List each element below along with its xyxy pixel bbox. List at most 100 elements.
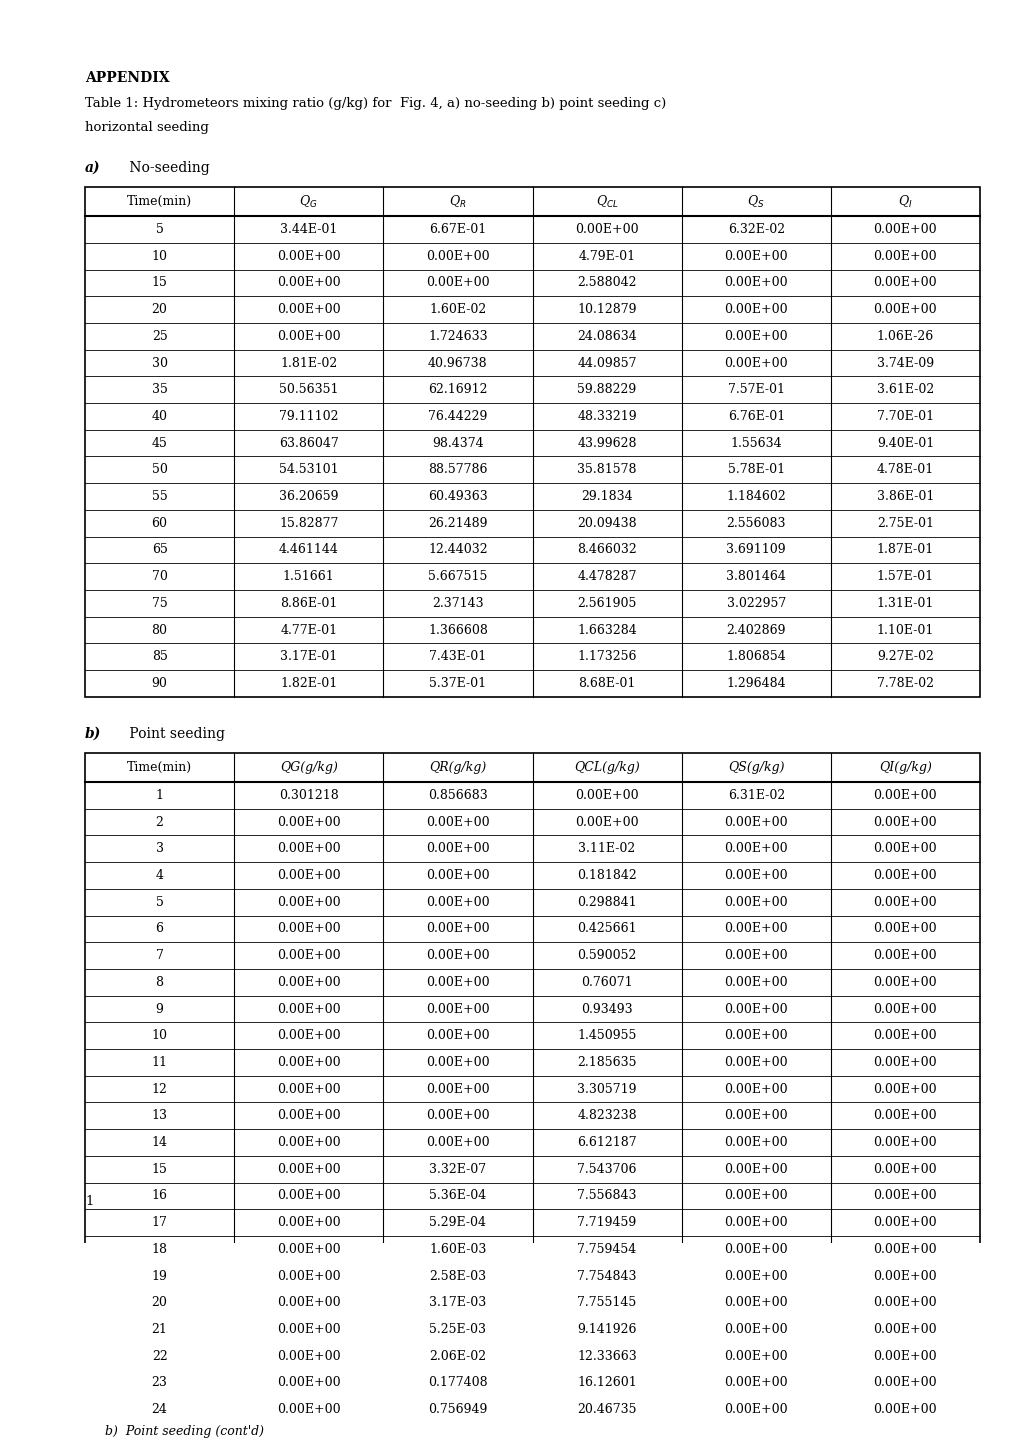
Text: 0.00E+00: 0.00E+00 (872, 869, 936, 882)
Text: 0.301218: 0.301218 (278, 789, 338, 802)
Text: 0.00E+00: 0.00E+00 (872, 1296, 936, 1309)
Text: 1.366608: 1.366608 (428, 623, 487, 636)
Text: 10: 10 (152, 1029, 167, 1042)
Text: 0.00E+00: 0.00E+00 (426, 815, 489, 828)
Text: 3.305719: 3.305719 (577, 1082, 636, 1095)
Text: 0.00E+00: 0.00E+00 (872, 1029, 936, 1042)
Text: 0.00E+00: 0.00E+00 (277, 303, 340, 316)
Text: 1.450955: 1.450955 (577, 1029, 636, 1042)
Text: QS(g/kg): QS(g/kg) (728, 760, 784, 773)
Text: 76.44229: 76.44229 (428, 410, 487, 423)
Text: 0.00E+00: 0.00E+00 (426, 843, 489, 856)
Text: 1.87E-01: 1.87E-01 (876, 544, 933, 557)
Text: 0.00E+00: 0.00E+00 (277, 896, 340, 909)
Text: 0.00E+00: 0.00E+00 (872, 1377, 936, 1390)
Text: 10.12879: 10.12879 (577, 303, 636, 316)
Text: 16.12601: 16.12601 (577, 1377, 636, 1390)
Text: 88.57786: 88.57786 (428, 463, 487, 476)
Text: 0.00E+00: 0.00E+00 (872, 224, 936, 237)
Text: 0.00E+00: 0.00E+00 (723, 1377, 788, 1390)
Text: 0.00E+00: 0.00E+00 (277, 1136, 340, 1149)
Text: 0.00E+00: 0.00E+00 (277, 1216, 340, 1229)
Text: 0.00E+00: 0.00E+00 (723, 303, 788, 316)
Text: 0.00E+00: 0.00E+00 (277, 815, 340, 828)
Text: 80: 80 (152, 623, 167, 636)
Text: Q$_G$: Q$_G$ (300, 193, 318, 209)
Text: 3.691109: 3.691109 (726, 544, 786, 557)
Text: 90: 90 (152, 677, 167, 690)
Text: 0.425661: 0.425661 (577, 922, 636, 935)
Text: 0.00E+00: 0.00E+00 (723, 356, 788, 369)
Text: 48.33219: 48.33219 (577, 410, 636, 423)
Text: 0.00E+00: 0.00E+00 (277, 869, 340, 882)
Text: 0.00E+00: 0.00E+00 (277, 1377, 340, 1390)
Text: 5.37E-01: 5.37E-01 (429, 677, 486, 690)
Text: 0.00E+00: 0.00E+00 (575, 224, 638, 237)
Text: b): b) (85, 727, 101, 740)
Text: 0.00E+00: 0.00E+00 (872, 896, 936, 909)
Text: 16: 16 (152, 1189, 167, 1202)
Text: 0.00E+00: 0.00E+00 (277, 1349, 340, 1362)
Text: Table 1: Hydrometeors mixing ratio (g/kg) for  Fig. 4, a) no-seeding b) point se: Table 1: Hydrometeors mixing ratio (g/kg… (85, 97, 665, 110)
Text: QCL(g/kg): QCL(g/kg) (574, 760, 639, 773)
Text: 0.00E+00: 0.00E+00 (277, 1189, 340, 1202)
Text: 7.57E-01: 7.57E-01 (727, 384, 784, 397)
Text: 0.00E+00: 0.00E+00 (872, 1110, 936, 1123)
Text: 1.663284: 1.663284 (577, 623, 636, 636)
Text: 0.00E+00: 0.00E+00 (872, 1163, 936, 1176)
Text: 50.56351: 50.56351 (279, 384, 338, 397)
Text: 0.00E+00: 0.00E+00 (426, 1082, 489, 1095)
Text: 20: 20 (152, 1296, 167, 1309)
Text: 0.00E+00: 0.00E+00 (277, 975, 340, 988)
Text: Q$_R$: Q$_R$ (448, 193, 467, 209)
Text: 0.00E+00: 0.00E+00 (723, 1349, 788, 1362)
Text: 6.612187: 6.612187 (577, 1136, 636, 1149)
Text: 0.00E+00: 0.00E+00 (723, 922, 788, 935)
Text: 0.00E+00: 0.00E+00 (723, 815, 788, 828)
Text: 0.181842: 0.181842 (577, 869, 636, 882)
Text: 0.00E+00: 0.00E+00 (426, 250, 489, 263)
Text: 0.298841: 0.298841 (577, 896, 636, 909)
Text: 50: 50 (152, 463, 167, 476)
Text: 0.00E+00: 0.00E+00 (277, 1056, 340, 1069)
Text: 0.00E+00: 0.00E+00 (277, 250, 340, 263)
Text: Q$_I$: Q$_I$ (897, 193, 912, 209)
Text: 0.00E+00: 0.00E+00 (426, 1110, 489, 1123)
Text: 4.78E-01: 4.78E-01 (876, 463, 933, 476)
Text: 0.590052: 0.590052 (577, 949, 636, 962)
Text: 35: 35 (152, 384, 167, 397)
Text: 0.00E+00: 0.00E+00 (723, 975, 788, 988)
Text: 5.667515: 5.667515 (428, 570, 487, 583)
Text: 15: 15 (152, 1163, 167, 1176)
Text: 7: 7 (156, 949, 163, 962)
Text: 0.00E+00: 0.00E+00 (723, 250, 788, 263)
Text: 7.78E-02: 7.78E-02 (876, 677, 933, 690)
Text: 2.185635: 2.185635 (577, 1056, 636, 1069)
Text: 1.806854: 1.806854 (726, 651, 786, 664)
Text: 2.556083: 2.556083 (726, 517, 786, 530)
Text: 3.74E-09: 3.74E-09 (876, 356, 933, 369)
Text: 0.00E+00: 0.00E+00 (277, 1082, 340, 1095)
Text: 0.00E+00: 0.00E+00 (723, 1056, 788, 1069)
Text: 59.88229: 59.88229 (577, 384, 636, 397)
Text: 2.561905: 2.561905 (577, 597, 636, 610)
Text: 0.00E+00: 0.00E+00 (872, 250, 936, 263)
Text: 0.00E+00: 0.00E+00 (872, 1056, 936, 1069)
Text: QR(g/kg): QR(g/kg) (429, 760, 486, 773)
Text: 2.588042: 2.588042 (577, 277, 636, 290)
Text: 5: 5 (156, 224, 163, 237)
Text: 3: 3 (156, 843, 163, 856)
Text: Time(min): Time(min) (127, 195, 192, 208)
Text: 4.823238: 4.823238 (577, 1110, 636, 1123)
Text: 3.022957: 3.022957 (726, 597, 785, 610)
Text: 35.81578: 35.81578 (577, 463, 636, 476)
Text: 1.724633: 1.724633 (428, 330, 487, 343)
Text: 0.00E+00: 0.00E+00 (277, 1296, 340, 1309)
Text: 3.44E-01: 3.44E-01 (280, 224, 337, 237)
Text: 2.402869: 2.402869 (726, 623, 786, 636)
Text: 12.33663: 12.33663 (577, 1349, 636, 1362)
Text: 17: 17 (152, 1216, 167, 1229)
Text: 0.00E+00: 0.00E+00 (872, 277, 936, 290)
Text: 9.40E-01: 9.40E-01 (876, 437, 933, 450)
Text: 0.00E+00: 0.00E+00 (723, 1270, 788, 1283)
